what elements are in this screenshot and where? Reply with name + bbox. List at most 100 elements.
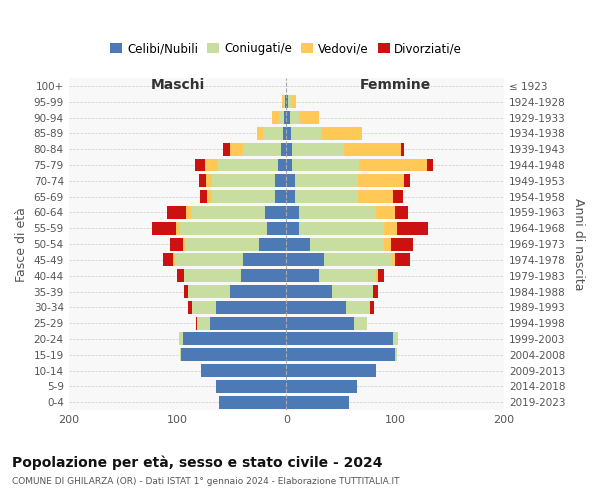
Bar: [286, 364, 376, 377]
Bar: [397, 222, 428, 234]
Bar: [286, 174, 295, 188]
Bar: [195, 158, 205, 172]
Bar: [299, 111, 319, 124]
Bar: [206, 174, 212, 188]
Bar: [384, 222, 397, 234]
Bar: [286, 285, 332, 298]
Bar: [278, 111, 284, 124]
Bar: [207, 190, 212, 203]
Bar: [219, 396, 286, 408]
Bar: [295, 190, 358, 203]
Bar: [373, 285, 378, 298]
Bar: [281, 142, 286, 156]
Bar: [393, 190, 403, 203]
Bar: [292, 142, 344, 156]
Bar: [286, 316, 354, 330]
Bar: [167, 206, 186, 219]
Bar: [179, 348, 181, 362]
Bar: [292, 158, 359, 172]
Bar: [257, 127, 263, 140]
Bar: [230, 285, 286, 298]
Bar: [175, 254, 243, 266]
Bar: [395, 206, 408, 219]
Bar: [319, 269, 376, 282]
Bar: [290, 111, 299, 124]
Bar: [290, 95, 296, 108]
Bar: [267, 222, 286, 234]
Bar: [286, 95, 289, 108]
Bar: [376, 206, 395, 219]
Bar: [286, 269, 319, 282]
Bar: [179, 332, 183, 345]
Bar: [286, 348, 395, 362]
Bar: [359, 158, 427, 172]
Bar: [184, 269, 241, 282]
Bar: [286, 396, 349, 408]
Text: Popolazione per età, sesso e stato civile - 2024: Popolazione per età, sesso e stato civil…: [12, 455, 383, 469]
Bar: [183, 332, 286, 345]
Bar: [289, 95, 290, 108]
Bar: [215, 301, 286, 314]
Bar: [178, 269, 184, 282]
Bar: [395, 254, 410, 266]
Bar: [286, 238, 310, 250]
Bar: [295, 174, 358, 188]
Y-axis label: Anni di nascita: Anni di nascita: [572, 198, 585, 290]
Bar: [272, 111, 278, 124]
Bar: [212, 174, 275, 188]
Bar: [395, 348, 397, 362]
Bar: [286, 301, 346, 314]
Bar: [354, 316, 367, 330]
Bar: [241, 269, 286, 282]
Bar: [152, 222, 176, 234]
Bar: [286, 142, 292, 156]
Bar: [200, 190, 207, 203]
Bar: [290, 127, 321, 140]
Bar: [401, 142, 404, 156]
Bar: [173, 254, 175, 266]
Bar: [212, 190, 275, 203]
Bar: [265, 206, 286, 219]
Bar: [358, 174, 404, 188]
Bar: [183, 238, 185, 250]
Bar: [346, 301, 370, 314]
Bar: [286, 206, 299, 219]
Bar: [230, 142, 243, 156]
Bar: [286, 222, 299, 234]
Bar: [299, 206, 376, 219]
Bar: [393, 332, 398, 345]
Bar: [163, 254, 173, 266]
Bar: [344, 142, 401, 156]
Bar: [188, 301, 191, 314]
Bar: [286, 332, 393, 345]
Bar: [284, 95, 285, 108]
Y-axis label: Fasce di età: Fasce di età: [15, 206, 28, 282]
Bar: [282, 95, 284, 108]
Bar: [286, 127, 290, 140]
Bar: [378, 269, 384, 282]
Legend: Celibi/Nubili, Coniugati/e, Vedovi/e, Divorziati/e: Celibi/Nubili, Coniugati/e, Vedovi/e, Di…: [106, 38, 467, 60]
Bar: [392, 254, 395, 266]
Bar: [184, 285, 188, 298]
Bar: [205, 158, 218, 172]
Bar: [391, 238, 413, 250]
Bar: [404, 174, 410, 188]
Bar: [170, 238, 183, 250]
Bar: [263, 127, 283, 140]
Bar: [299, 222, 384, 234]
Bar: [215, 380, 286, 393]
Bar: [358, 190, 393, 203]
Bar: [284, 111, 286, 124]
Text: Maschi: Maschi: [151, 78, 205, 92]
Bar: [370, 301, 374, 314]
Bar: [427, 158, 433, 172]
Bar: [186, 206, 191, 219]
Bar: [188, 285, 230, 298]
Bar: [275, 190, 286, 203]
Bar: [384, 238, 391, 250]
Bar: [275, 174, 286, 188]
Bar: [376, 269, 378, 282]
Bar: [223, 142, 230, 156]
Bar: [243, 254, 286, 266]
Text: COMUNE DI GHILARZA (OR) - Dati ISTAT 1° gennaio 2024 - Elaborazione TUTTITALIA.I: COMUNE DI GHILARZA (OR) - Dati ISTAT 1° …: [12, 478, 400, 486]
